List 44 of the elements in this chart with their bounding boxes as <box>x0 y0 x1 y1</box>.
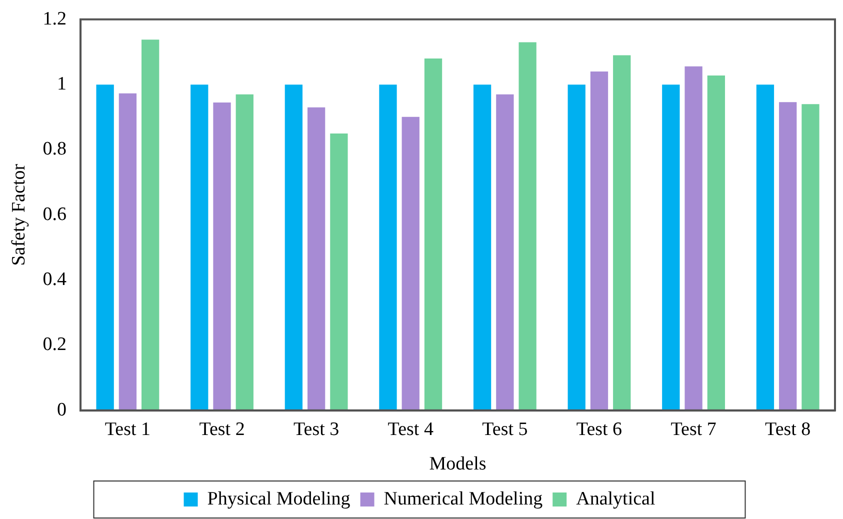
y-tick-label: 0.4 <box>42 269 68 290</box>
y-tick-label: 0.8 <box>42 138 67 160</box>
bar <box>756 84 774 410</box>
bar <box>568 84 586 410</box>
y-tick-label: 0.6 <box>42 204 67 225</box>
bar <box>284 84 303 410</box>
legend-label: Numerical Modeling <box>384 488 544 510</box>
y-tick-label: 1 <box>57 74 67 95</box>
y-tick-label: 0 <box>57 399 67 420</box>
x-tick-label: Test 5 <box>482 418 528 440</box>
bar <box>402 116 420 410</box>
bar <box>613 55 631 410</box>
x-tick-label: Test 7 <box>670 418 716 440</box>
bar <box>330 133 348 410</box>
bar <box>707 75 725 410</box>
bar <box>473 84 492 410</box>
bar <box>307 107 326 410</box>
y-axis-title: Safety Factor <box>8 163 30 266</box>
x-tick-label: Test 6 <box>576 418 622 440</box>
bar <box>779 102 797 410</box>
x-tick-label: Test 2 <box>199 418 245 440</box>
bar <box>684 66 702 410</box>
bar <box>424 58 442 410</box>
bar <box>96 84 114 410</box>
bar <box>379 84 397 410</box>
bar <box>496 94 514 410</box>
x-axis-title: Models <box>429 454 486 475</box>
bar <box>802 104 820 410</box>
legend-label: Physical Modeling <box>207 488 351 510</box>
y-tick-label: 0.2 <box>42 334 67 356</box>
x-tick-label: Test 8 <box>765 418 811 440</box>
x-tick-label: Test 1 <box>104 418 151 440</box>
bar <box>213 102 231 410</box>
bar <box>118 93 137 410</box>
bar <box>236 94 254 410</box>
bar <box>518 42 536 410</box>
x-tick-label: Test 3 <box>293 418 340 440</box>
y-tick-label: 1.2 <box>42 8 67 30</box>
legend-label: Analytical <box>576 488 656 510</box>
bar <box>142 40 160 410</box>
bar <box>662 84 680 410</box>
x-tick-label: Test 4 <box>388 418 434 440</box>
bar <box>590 72 608 410</box>
bar <box>190 84 208 410</box>
